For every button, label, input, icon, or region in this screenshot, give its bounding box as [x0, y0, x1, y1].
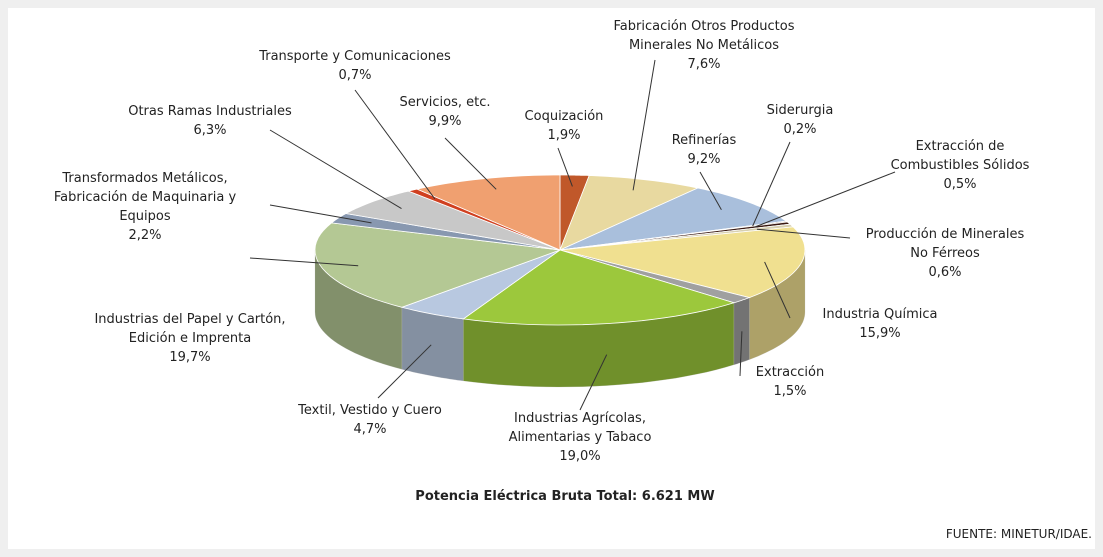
leader-line	[269, 129, 402, 210]
value-label: 1,5%	[773, 384, 806, 399]
value-label: 0,2%	[783, 122, 816, 137]
slice-label: Combustibles Sólidos	[891, 158, 1030, 173]
value-label: 7,6%	[687, 57, 720, 72]
slice-label: Industrias del Papel y Cartón,	[94, 312, 285, 327]
pie-slice	[559, 249, 751, 304]
leader-line	[249, 257, 359, 267]
value-label: 1,9%	[547, 128, 580, 143]
leader-line	[557, 147, 573, 187]
slice-label: Coquización	[525, 109, 604, 124]
leader-line	[269, 204, 372, 224]
value-label: 6,3%	[193, 123, 226, 138]
pie-side	[733, 297, 750, 366]
slice-label: Edición e Imprenta	[129, 331, 251, 346]
pie-side	[401, 306, 464, 382]
value-label: 9,9%	[428, 114, 461, 129]
leader-line	[764, 261, 791, 319]
pie-slice	[559, 226, 806, 299]
value-label: 9,2%	[687, 152, 720, 167]
pie-slice	[462, 249, 736, 326]
slice-label: Minerales No Metálicos	[629, 38, 779, 53]
leader-line	[444, 137, 497, 190]
slice-label: Refinerías	[672, 133, 737, 148]
pie-slice	[559, 187, 788, 251]
slice-label: Siderurgia	[767, 103, 834, 118]
pie-slice	[314, 222, 561, 308]
pie-slice	[407, 188, 561, 251]
slice-label: Equipos	[119, 209, 171, 224]
leader-line	[699, 171, 722, 210]
value-label: 0,6%	[928, 265, 961, 280]
slice-label: Fabricación Otros Productos	[614, 19, 795, 34]
leader-line	[579, 354, 608, 411]
slice-label: Producción de Minerales	[866, 227, 1025, 242]
pie-slice	[559, 175, 700, 251]
leader-line	[377, 344, 432, 399]
leader-line	[752, 141, 791, 227]
slice-label: Servicios, etc.	[399, 95, 490, 110]
slice-label: Industria Química	[823, 307, 938, 322]
slice-label: Textil, Vestido y Cuero	[297, 403, 442, 418]
value-label: 19,0%	[559, 449, 600, 464]
slice-label: Alimentarias y Tabaco	[509, 430, 652, 445]
slice-label: Transformados Metálicos,	[61, 171, 227, 186]
chart-note: Potencia Eléctrica Bruta Total: 6.621 MW	[415, 489, 714, 504]
pie-slice	[344, 190, 561, 251]
slice-label: Extracción de	[916, 139, 1005, 154]
slice-label: Extracción	[756, 365, 824, 380]
value-label: 4,7%	[353, 422, 386, 437]
value-label: 15,9%	[859, 326, 900, 341]
slice-label: No Férreos	[910, 246, 980, 261]
leader-line	[756, 228, 851, 239]
leader-line	[632, 59, 656, 191]
value-label: 0,5%	[943, 177, 976, 192]
pie-slice	[400, 249, 561, 320]
slice-label: Industrias Agrícolas,	[514, 411, 646, 426]
chart-source: FUENTE: MINETUR/IDAE.	[946, 527, 1092, 541]
leader-line	[354, 89, 436, 200]
leader-line	[754, 171, 896, 228]
pie-slice	[330, 213, 561, 251]
slice-label: Otras Ramas Industriales	[128, 104, 292, 119]
value-label: 19,7%	[169, 350, 210, 365]
slice-label: Transporte y Comunicaciones	[258, 49, 451, 64]
value-label: 2,2%	[128, 228, 161, 243]
value-label: 0,7%	[338, 68, 371, 83]
leader-line	[739, 331, 743, 377]
slice-label: Fabricación de Maquinaria y	[54, 190, 237, 205]
